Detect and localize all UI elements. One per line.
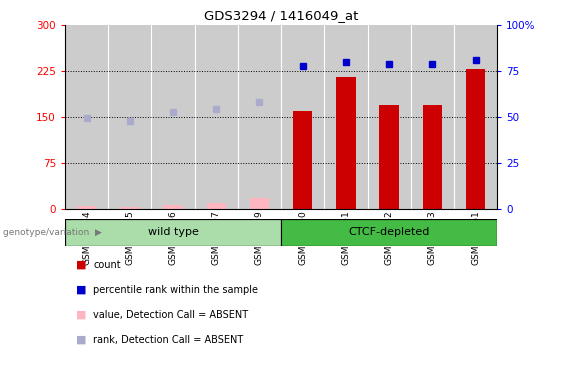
Bar [281,25,324,209]
Bar [207,203,226,209]
Text: value, Detection Call = ABSENT: value, Detection Call = ABSENT [93,310,249,320]
Text: genotype/variation  ▶: genotype/variation ▶ [3,228,102,237]
Bar [367,25,411,209]
Text: ■: ■ [76,310,87,320]
Bar [108,25,151,209]
Bar [380,105,399,209]
Bar [151,25,194,209]
Text: CTCF-depleted: CTCF-depleted [349,227,430,237]
Text: ■: ■ [76,335,87,345]
Text: ■: ■ [76,285,87,295]
Bar [163,205,182,209]
Bar [238,25,281,209]
Bar [411,25,454,209]
Bar [77,206,96,209]
Text: ■: ■ [76,260,87,270]
Text: rank, Detection Call = ABSENT: rank, Detection Call = ABSENT [93,335,244,345]
Bar [293,111,312,209]
Bar [336,77,355,209]
FancyBboxPatch shape [65,219,281,246]
Bar [324,25,368,209]
Bar [250,198,269,209]
Bar [194,25,238,209]
Bar [423,105,442,209]
Bar [454,25,497,209]
Bar [120,207,140,209]
Bar [466,69,485,209]
Text: percentile rank within the sample: percentile rank within the sample [93,285,258,295]
Text: wild type: wild type [147,227,198,237]
Bar [65,25,108,209]
Title: GDS3294 / 1416049_at: GDS3294 / 1416049_at [204,9,358,22]
Text: count: count [93,260,121,270]
FancyBboxPatch shape [281,219,497,246]
